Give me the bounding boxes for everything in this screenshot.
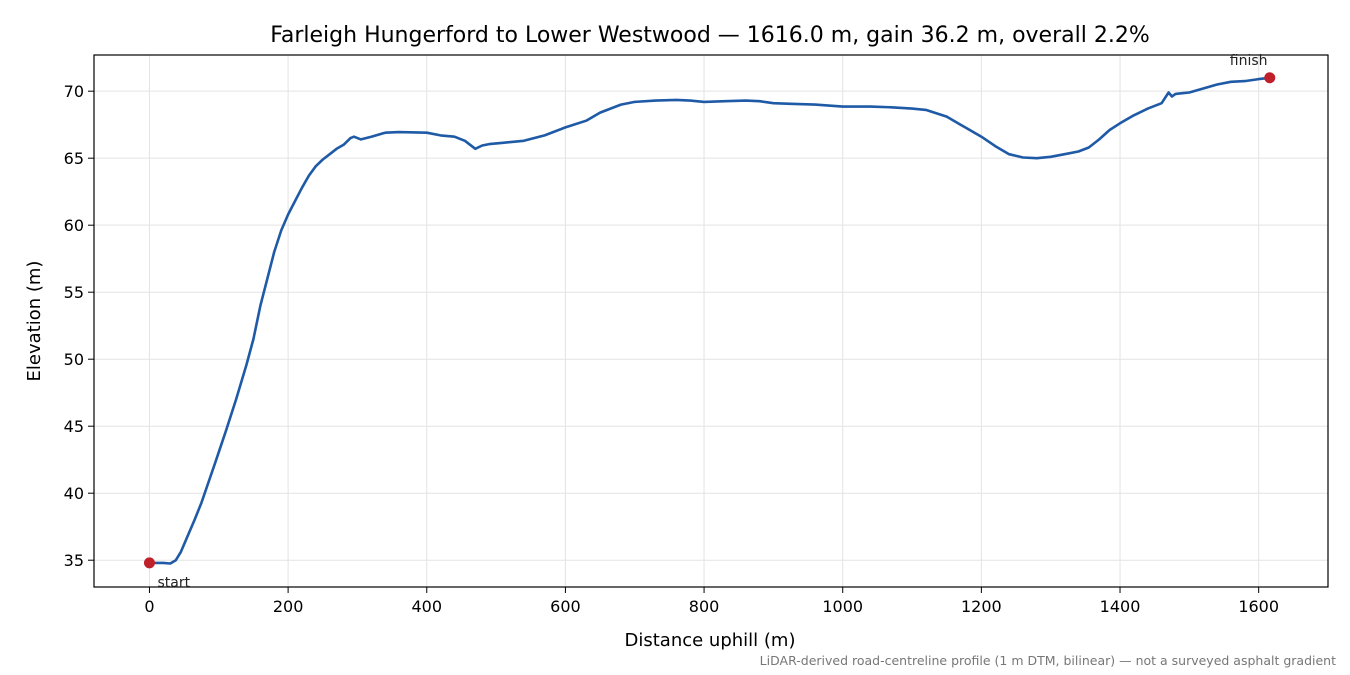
x-tick-label: 1000 xyxy=(822,597,863,616)
annotations: start finish xyxy=(143,53,1276,591)
x-tick-label: 0 xyxy=(144,597,154,616)
x-tick-label: 200 xyxy=(273,597,304,616)
x-tick-label: 1600 xyxy=(1238,597,1279,616)
y-axis-label: Elevation (m) xyxy=(24,261,45,382)
elevation-profile-line xyxy=(149,76,1270,565)
start-marker xyxy=(143,557,155,569)
x-tick-label: 800 xyxy=(689,597,720,616)
x-tick-label: 1400 xyxy=(1100,597,1141,616)
y-tick-label: 35 xyxy=(64,551,84,570)
grid-lines xyxy=(94,55,1328,587)
y-tick-label: 45 xyxy=(64,417,84,436)
chart-title: Farleigh Hungerford to Lower Westwood — … xyxy=(270,23,1149,48)
y-tick-label: 60 xyxy=(64,216,84,235)
finish-marker xyxy=(1264,72,1276,84)
footnote: LiDAR-derived road-centreline profile (1… xyxy=(759,653,1336,668)
y-tick-label: 40 xyxy=(64,484,84,503)
y-tick-label: 55 xyxy=(64,283,84,302)
plot-frame xyxy=(93,54,1329,588)
finish-label: finish xyxy=(1230,53,1268,69)
x-tick-label: 1200 xyxy=(961,597,1002,616)
y-tick-label: 70 xyxy=(64,82,84,101)
series-layer xyxy=(149,76,1270,565)
x-tick-label: 400 xyxy=(411,597,442,616)
y-tick-label: 50 xyxy=(64,350,84,369)
y-tick-label: 65 xyxy=(64,149,84,168)
axis-ticks: 0 200 400 600 800 1000 1200 1400 1600 35 40 45 50 55 6… xyxy=(64,82,1279,616)
x-tick-label: 600 xyxy=(550,597,581,616)
x-axis-label: Distance uphill (m) xyxy=(625,630,796,651)
start-label: start xyxy=(157,575,190,591)
